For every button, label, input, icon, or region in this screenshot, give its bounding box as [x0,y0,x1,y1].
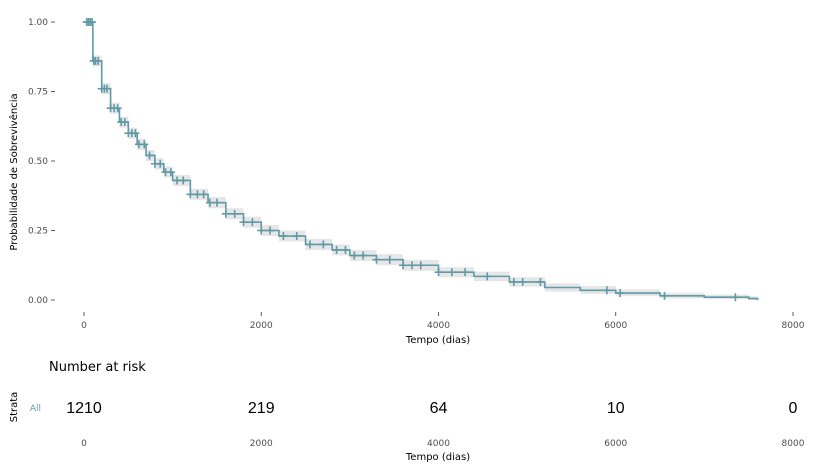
censor-mark [483,272,492,281]
x-tick-label: 4000 [427,321,450,331]
censor-mark [399,261,408,270]
censor-mark [407,261,416,270]
censor-mark [179,176,188,185]
censor-mark [230,209,239,218]
strata-axis-title: Strata [9,392,20,423]
censor-mark [156,159,165,168]
x-tick-label: 8000 [782,321,805,331]
censor-mark [518,277,527,286]
risk-value: 10 [607,400,625,417]
censor-mark [257,226,266,235]
censor-mark [94,56,103,65]
y-tick-label: 1.00 [28,18,48,28]
risk-table: Number at risk Strata All 1210 219 64 10 0 0… [9,360,805,463]
risk-x-tick-label: 4000 [427,439,450,449]
censor-mark [266,226,275,235]
censor-mark [113,104,122,113]
risk-x-tick-label: 2000 [250,439,273,449]
km-plot: 0.00 0.25 0.50 0.75 1.00 0 2000 4000 6000 8000 P… [8,18,805,346]
censor-mark [359,251,368,260]
censor-mark [447,268,456,277]
censor-mark [616,289,625,298]
risk-value: 0 [789,400,798,417]
censor-mark [319,240,328,249]
x-tick-label: 0 [81,321,87,331]
censor-mark [434,268,443,277]
y-tick-label: 0.75 [28,88,48,98]
risk-values: 1210 219 64 10 0 [66,400,797,417]
x-tick-label: 6000 [604,321,627,331]
risk-x-axis-ticks: 0 2000 4000 6000 8000 [81,439,805,449]
censor-mark [166,168,175,177]
risk-table-title: Number at risk [49,360,146,375]
x-tick-label: 2000 [250,321,273,331]
censor-mark [305,240,314,249]
x-axis-title: Tempo (dias) [405,335,470,346]
strata-label-all: All [30,404,41,414]
censor-mark [199,190,208,199]
risk-value: 64 [430,400,448,417]
risk-x-axis-title: Tempo (dias) [405,452,470,463]
censor-mark [131,129,140,138]
censor-mark [103,84,112,93]
censor-mark [509,277,518,286]
y-tick-label: 0.00 [28,296,48,306]
censor-mark [145,151,154,160]
survival-curve [84,21,759,300]
censor-mark [140,140,149,149]
censor-mark [416,261,425,270]
censor-mark [279,232,288,241]
y-axis-title: Probabilidade de Sobrevivência [8,93,20,250]
censor-mark [212,198,221,207]
censor-mark [385,255,394,264]
censor-mark [350,251,359,260]
censor-mark [221,209,230,218]
censor-mark [248,218,257,227]
censor-mark [87,18,96,26]
censor-mark [602,286,611,295]
censor-mark [536,277,545,286]
x-axis-ticks: 0 2000 4000 6000 8000 [81,312,805,331]
censor-mark [120,118,129,127]
censor-mark [292,232,301,241]
confidence-band [84,22,758,300]
censor-marks [82,18,740,302]
censor-mark [332,245,341,254]
censor-mark [372,255,381,264]
censor-mark [660,291,669,300]
censor-mark [341,245,350,254]
y-axis-ticks: 0.00 0.25 0.50 0.75 1.00 [28,18,55,306]
censor-mark [731,293,740,302]
censor-mark [186,190,195,199]
risk-value: 219 [248,400,275,417]
y-tick-label: 0.25 [28,227,48,237]
risk-x-tick-label: 8000 [782,439,805,449]
risk-x-tick-label: 6000 [604,439,627,449]
risk-x-tick-label: 0 [81,439,87,449]
risk-value: 1210 [66,400,102,417]
censor-mark [461,268,470,277]
censor-mark [239,218,248,227]
censor-mark [205,198,214,207]
y-tick-label: 0.50 [28,157,48,167]
